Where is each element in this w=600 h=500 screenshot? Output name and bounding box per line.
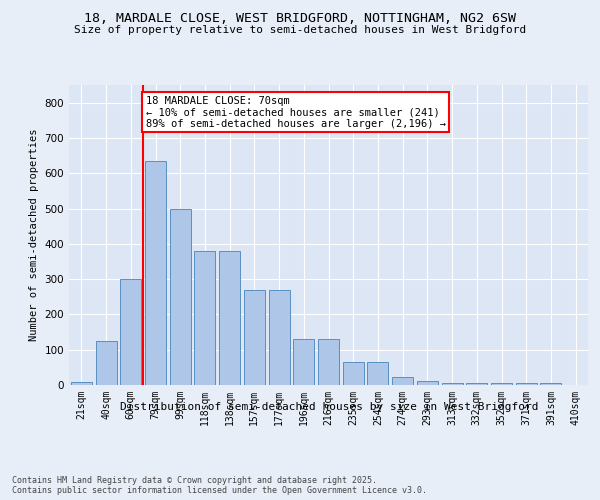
Bar — [417, 382, 438, 385]
Bar — [269, 290, 290, 385]
Text: 18 MARDALE CLOSE: 70sqm
← 10% of semi-detached houses are smaller (241)
89% of s: 18 MARDALE CLOSE: 70sqm ← 10% of semi-de… — [146, 96, 446, 129]
Bar — [71, 382, 92, 385]
Text: Contains HM Land Registry data © Crown copyright and database right 2025.
Contai: Contains HM Land Registry data © Crown c… — [12, 476, 427, 495]
Bar — [95, 341, 116, 385]
Bar — [392, 377, 413, 385]
Bar — [219, 251, 240, 385]
Bar — [541, 383, 562, 385]
Bar — [318, 339, 339, 385]
Bar — [491, 383, 512, 385]
Bar — [194, 251, 215, 385]
Bar — [244, 290, 265, 385]
Bar — [120, 279, 141, 385]
Bar — [343, 362, 364, 385]
Bar — [367, 362, 388, 385]
Text: Size of property relative to semi-detached houses in West Bridgford: Size of property relative to semi-detach… — [74, 25, 526, 35]
Bar — [293, 339, 314, 385]
Text: 18, MARDALE CLOSE, WEST BRIDGFORD, NOTTINGHAM, NG2 6SW: 18, MARDALE CLOSE, WEST BRIDGFORD, NOTTI… — [84, 12, 516, 26]
Bar — [466, 383, 487, 385]
Text: Distribution of semi-detached houses by size in West Bridgford: Distribution of semi-detached houses by … — [119, 402, 538, 412]
Bar — [145, 161, 166, 385]
Bar — [170, 208, 191, 385]
Y-axis label: Number of semi-detached properties: Number of semi-detached properties — [29, 128, 39, 341]
Bar — [516, 383, 537, 385]
Bar — [442, 383, 463, 385]
